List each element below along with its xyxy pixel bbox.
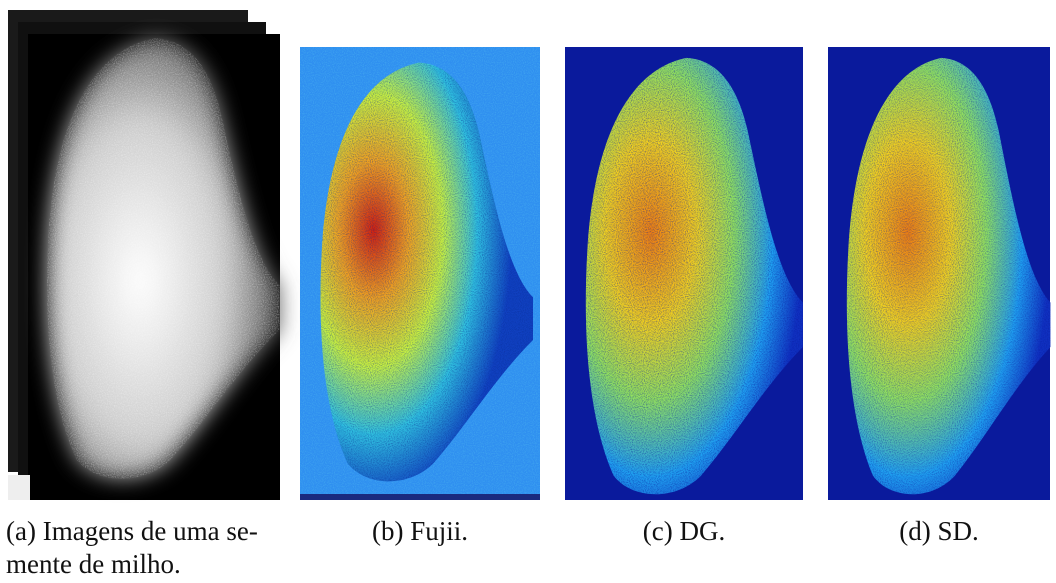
caption: (d) SD. [828, 515, 1050, 548]
caption-line: (d) SD. [899, 516, 979, 546]
caption-line: (b) Fujii. [371, 516, 468, 546]
image-b [300, 47, 540, 500]
caption-line: mente de milho. [6, 549, 181, 579]
caption-line: (c) DG. [642, 516, 726, 546]
image-a [8, 10, 280, 500]
caption: (b) Fujii. [300, 515, 540, 548]
image-c [565, 47, 803, 500]
caption-line: (a) Imagens de uma se- [6, 516, 258, 546]
image-d [828, 47, 1051, 500]
caption: (a) Imagens de uma se-mente de milho. [6, 515, 258, 581]
caption: (c) DG. [565, 515, 803, 548]
figure-images [8, 10, 1051, 500]
